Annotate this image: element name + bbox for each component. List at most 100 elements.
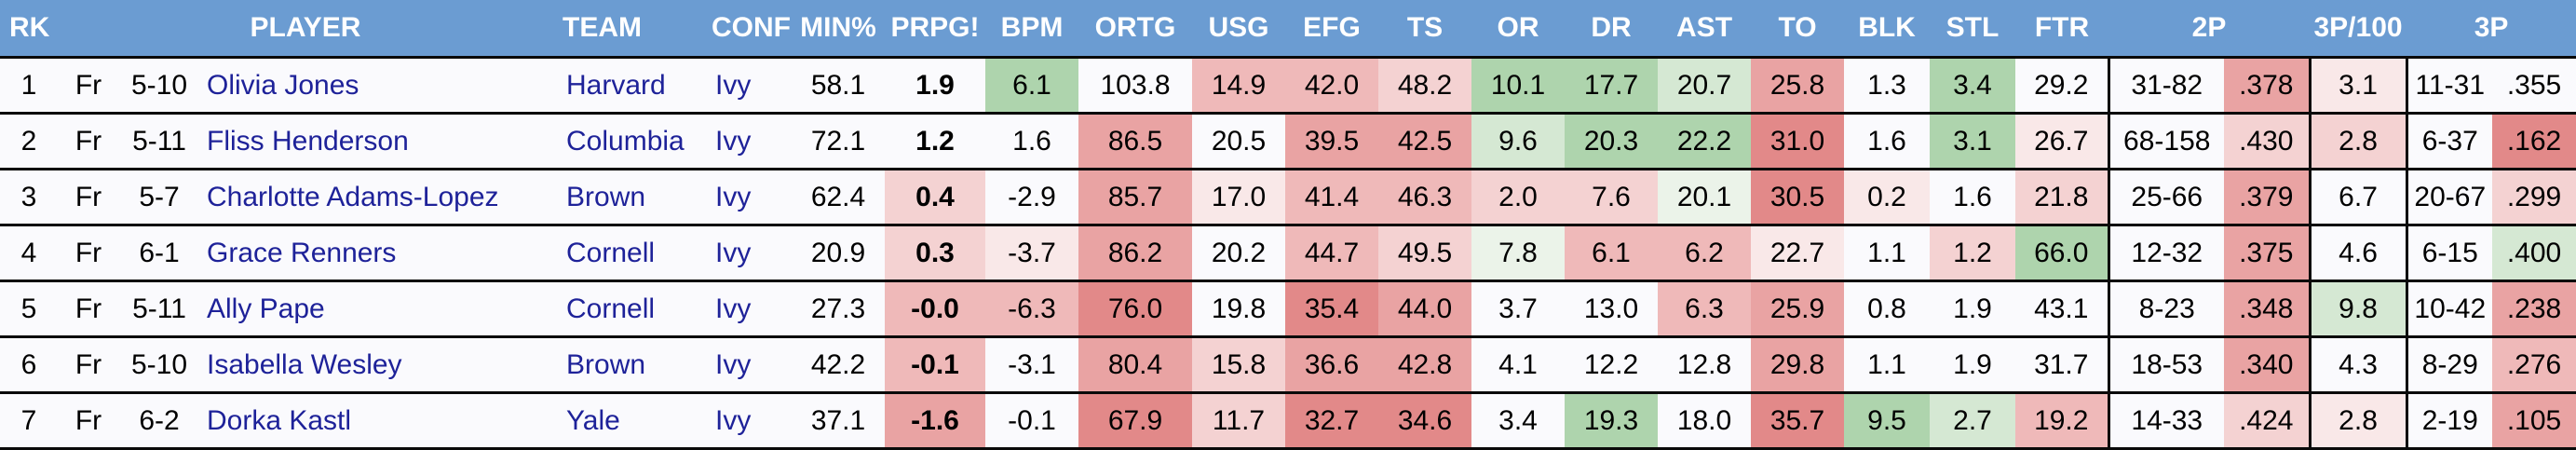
cell-height: 5-11 [132, 125, 186, 157]
cell-conf[interactable]: Ivy [715, 181, 752, 212]
cell-ftr: 66.0 [2015, 225, 2109, 281]
col-header-3p-per-100[interactable]: 3P/100 [2310, 0, 2407, 58]
cell-bpm: -2.9 [1008, 181, 1056, 212]
cell-height: 5-11 [132, 293, 186, 324]
cell-dr: 17.7 [1565, 57, 1659, 114]
cell-dr: 13.0 [1583, 293, 1639, 324]
cell-player-name[interactable]: Dorka Kastl [207, 404, 352, 436]
cell-to: 29.8 [1751, 336, 1845, 393]
cell-player-name[interactable]: Charlotte Adams-Lopez [207, 181, 499, 212]
cell-efg: 32.7 [1285, 392, 1379, 449]
cell-to: 31.0 [1751, 113, 1845, 170]
cell-2p-record: 68-158 [2107, 113, 2225, 170]
cell-ts: 42.5 [1378, 113, 1472, 170]
cell-conf[interactable]: Ivy [715, 125, 752, 157]
col-header-conf[interactable]: CONF [702, 0, 793, 58]
cell-team[interactable]: Harvard [566, 69, 666, 101]
cell-usg: 20.2 [1211, 237, 1267, 268]
table-row: 1 Fr 5-10 Olivia Jones Harvard Ivy 58.1 … [0, 57, 2576, 114]
cell-min-pct: 62.4 [810, 181, 866, 212]
table-row: 4 Fr 6-1 Grace Renners Cornell Ivy 20.9 … [0, 225, 2576, 281]
cell-class-year: Fr [75, 69, 102, 101]
cell-3p-per-100: 4.3 [2308, 336, 2407, 393]
cell-3p-record: 11-31 [2405, 57, 2493, 114]
cell-ast: 6.3 [1658, 280, 1752, 337]
cell-blk: 1.6 [1867, 125, 1906, 157]
col-header-player[interactable]: PLAYER [58, 0, 554, 58]
table-row: 2 Fr 5-11 Fliss Henderson Columbia Ivy 7… [0, 113, 2576, 170]
cell-3p-pct: .355 [2506, 69, 2562, 101]
col-header-dr[interactable]: DR [1565, 0, 1659, 58]
cell-2p-pct: .430 [2224, 113, 2311, 170]
cell-ortg: 67.9 [1078, 392, 1193, 449]
cell-player-name[interactable]: Fliss Henderson [207, 125, 409, 157]
cell-rank: 4 [20, 237, 37, 268]
cell-efg: 41.4 [1285, 169, 1379, 225]
table-row: 5 Fr 5-11 Ally Pape Cornell Ivy 27.3 -0.… [0, 280, 2576, 337]
cell-team[interactable]: Cornell [566, 293, 656, 324]
cell-ortg: 85.7 [1078, 169, 1193, 225]
cell-usg: 17.0 [1192, 169, 1286, 225]
cell-rank: 3 [20, 181, 37, 212]
col-header-to[interactable]: TO [1751, 0, 1845, 58]
cell-prpg: -1.6 [885, 392, 986, 449]
cell-ast: 20.7 [1658, 57, 1752, 114]
cell-team[interactable]: Yale [566, 404, 620, 436]
cell-team[interactable]: Brown [566, 348, 646, 380]
cell-conf[interactable]: Ivy [715, 237, 752, 268]
col-header-ftr[interactable]: FTR [2015, 0, 2109, 58]
cell-to: 25.9 [1751, 280, 1845, 337]
cell-3p-per-100: 3.1 [2308, 57, 2407, 114]
cell-to: 30.5 [1751, 169, 1845, 225]
cell-team[interactable]: Columbia [566, 125, 685, 157]
cell-player-name[interactable]: Isabella Wesley [207, 348, 402, 380]
cell-conf[interactable]: Ivy [715, 69, 752, 101]
cell-or: 7.8 [1471, 225, 1566, 281]
col-header-team[interactable]: TEAM [553, 0, 703, 58]
col-header-ortg[interactable]: ORTG [1078, 0, 1193, 58]
cell-conf[interactable]: Ivy [715, 293, 752, 324]
cell-player-name[interactable]: Ally Pape [207, 293, 325, 324]
cell-rank: 6 [20, 348, 37, 380]
col-header-bpm[interactable]: BPM [985, 0, 1079, 58]
cell-ortg: 103.8 [1100, 69, 1171, 101]
cell-or: 3.7 [1498, 293, 1538, 324]
cell-3p-record: 20-67 [2405, 169, 2493, 225]
cell-2p-record: 14-33 [2107, 392, 2225, 449]
cell-3p-pct: .400 [2492, 225, 2576, 281]
cell-stl: 3.1 [1930, 113, 2016, 170]
col-header-3p[interactable]: 3P [2407, 0, 2576, 58]
cell-ts: 34.6 [1378, 392, 1472, 449]
cell-dr: 12.2 [1583, 348, 1639, 380]
cell-class-year: Fr [75, 404, 102, 436]
col-header-efg[interactable]: EFG [1285, 0, 1379, 58]
cell-ast: 18.0 [1676, 404, 1732, 436]
cell-bpm: -3.1 [1008, 348, 1056, 380]
cell-prpg: 1.2 [915, 125, 955, 157]
cell-ts: 49.5 [1378, 225, 1472, 281]
col-header-ast[interactable]: AST [1658, 0, 1752, 58]
col-header-ts[interactable]: TS [1378, 0, 1472, 58]
cell-ftr: 19.2 [2015, 392, 2109, 449]
cell-conf[interactable]: Ivy [715, 404, 752, 436]
cell-player-name[interactable]: Grace Renners [207, 237, 397, 268]
col-header-prpg[interactable]: PRPG! [885, 0, 986, 58]
cell-team[interactable]: Cornell [566, 237, 656, 268]
col-header-stl[interactable]: STL [1930, 0, 2016, 58]
col-header-usg[interactable]: USG [1192, 0, 1286, 58]
col-header-min-pct[interactable]: MIN% [792, 0, 886, 58]
cell-2p-pct: .378 [2224, 57, 2311, 114]
col-header-or[interactable]: OR [1471, 0, 1566, 58]
col-header-rank[interactable]: RK [0, 0, 58, 58]
cell-to: 22.7 [1751, 225, 1845, 281]
cell-team[interactable]: Brown [566, 181, 646, 212]
cell-conf[interactable]: Ivy [715, 348, 752, 380]
cell-class-year: Fr [75, 181, 102, 212]
cell-or: 4.1 [1498, 348, 1538, 380]
col-header-blk[interactable]: BLK [1844, 0, 1931, 58]
cell-2p-record: 25-66 [2107, 169, 2225, 225]
col-header-2p[interactable]: 2P [2108, 0, 2311, 58]
cell-player-name[interactable]: Olivia Jones [207, 69, 359, 101]
cell-stl: 1.2 [1930, 225, 2016, 281]
